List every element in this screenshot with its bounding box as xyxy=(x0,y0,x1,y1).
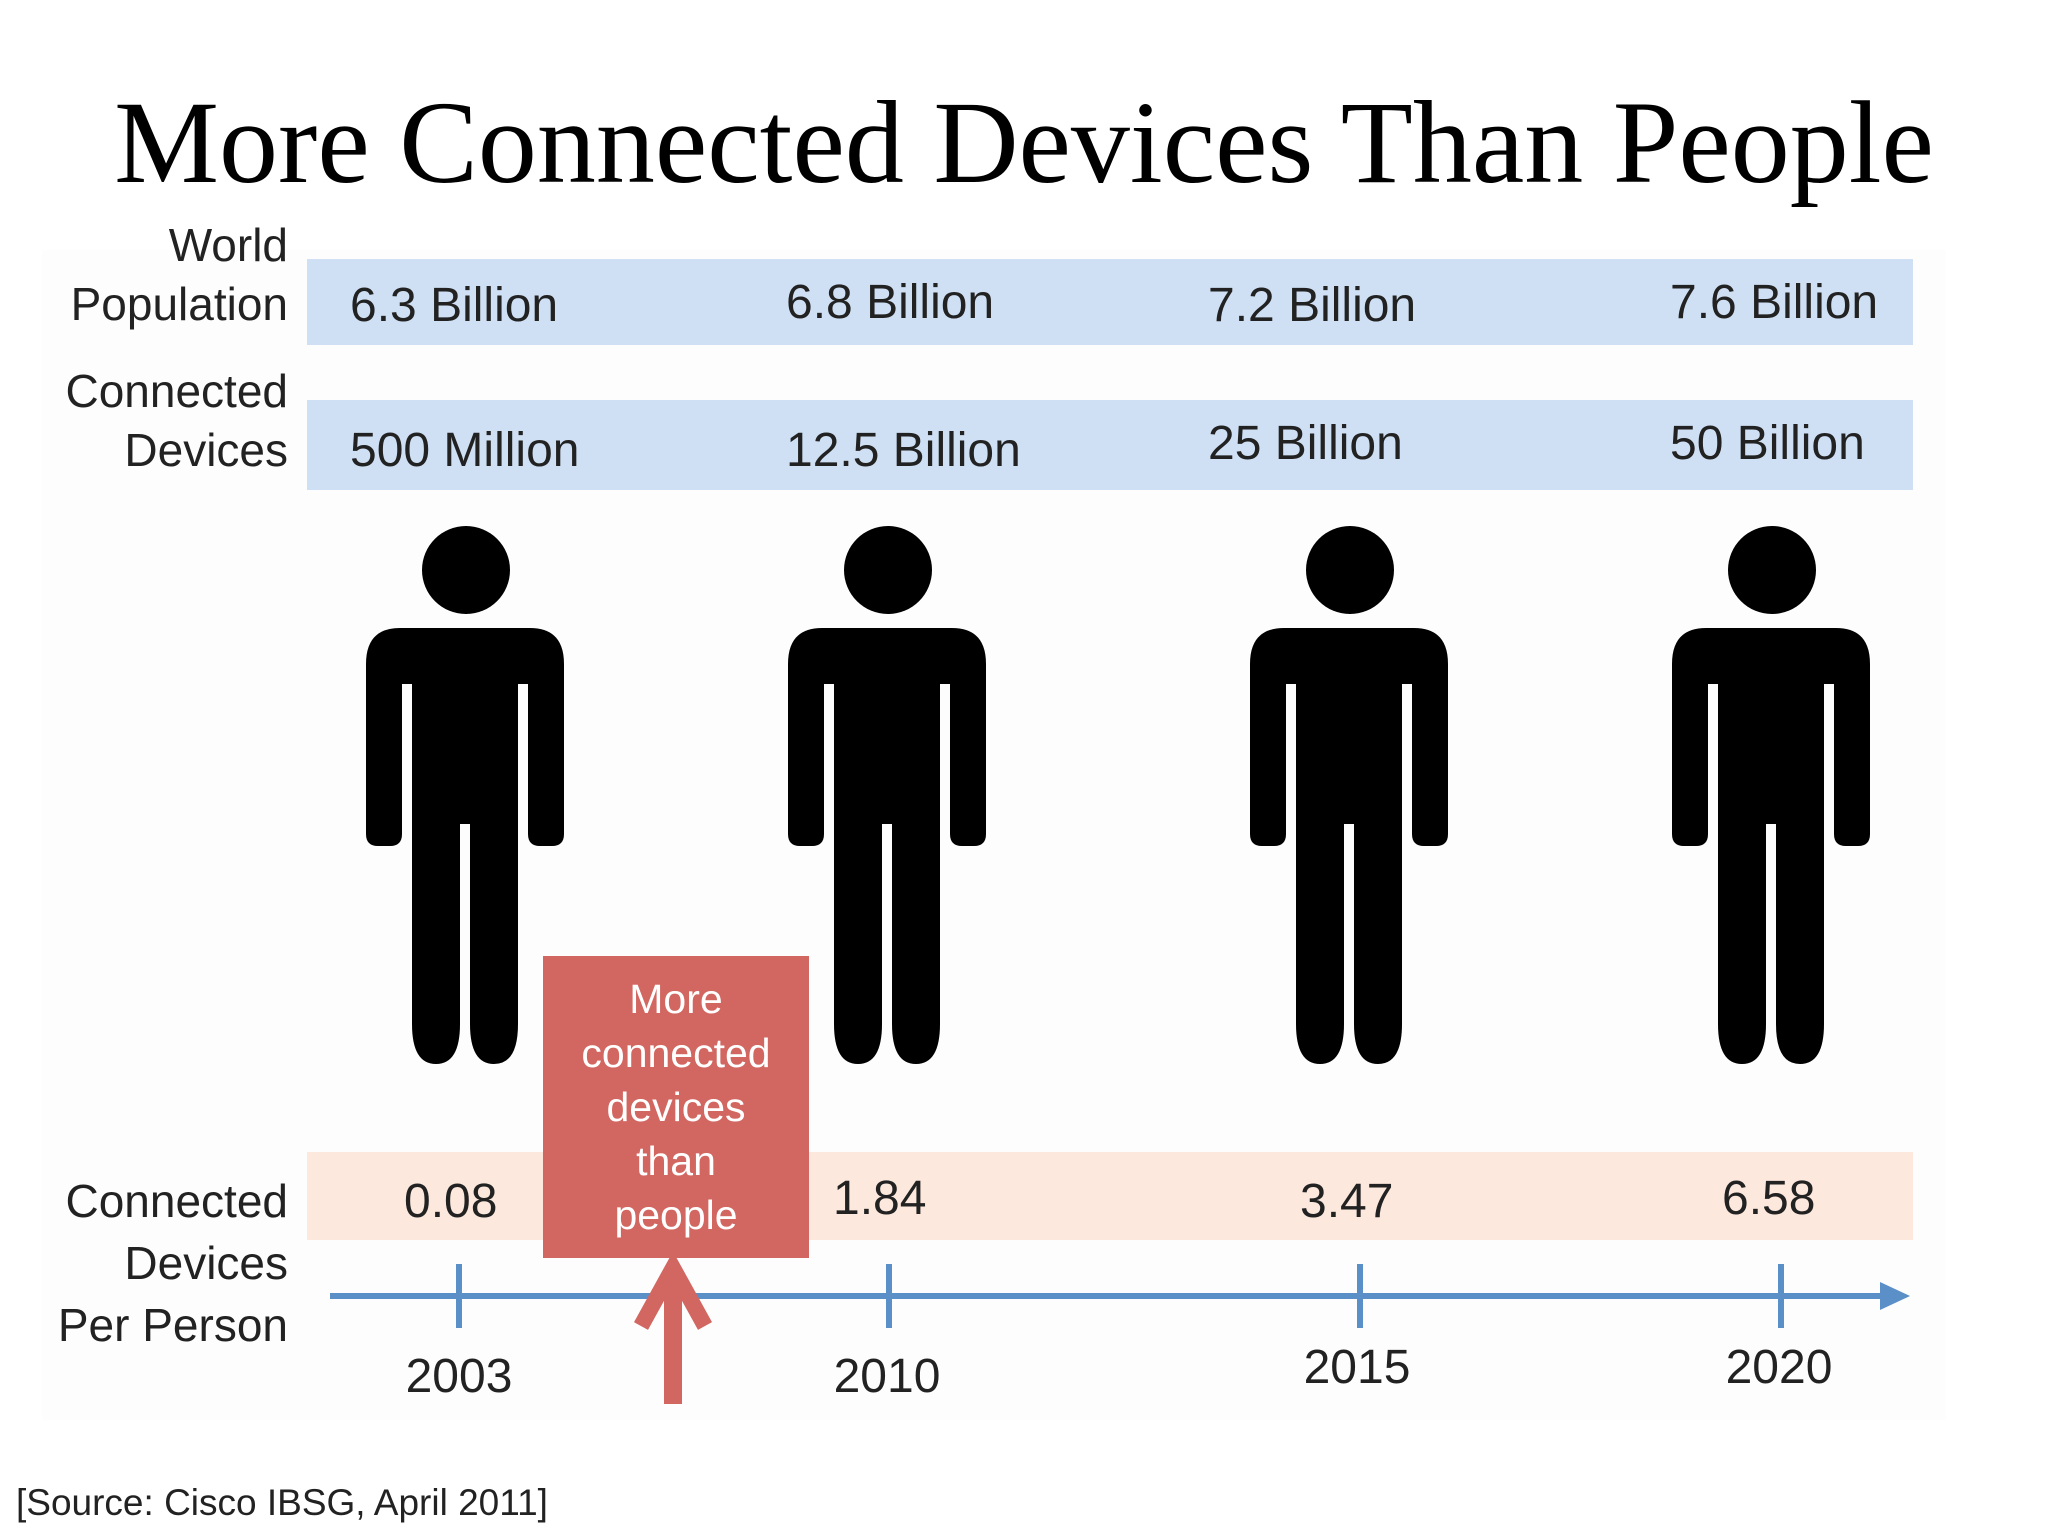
row-label-line: Connected xyxy=(65,1175,289,1227)
per-person-cell-2010: 1.84 xyxy=(833,1172,927,1225)
callout-line: people xyxy=(614,1192,738,1238)
devices-cell-2003: 500 Million xyxy=(350,424,580,477)
callout-box: More connected devices than people xyxy=(543,956,809,1258)
person-icon xyxy=(1250,526,1448,1064)
population-band xyxy=(307,259,1913,345)
callout-line: than xyxy=(636,1138,716,1184)
row-label-line: World xyxy=(168,219,288,271)
row-label-connected-devices: Connected Devices xyxy=(66,362,289,480)
source-citation: [Source: Cisco IBSG, April 2011] xyxy=(16,1482,548,1523)
row-label-devices-per-person: Connected Devices Per Person xyxy=(58,1170,288,1356)
row-label-world-population: World Population xyxy=(71,216,288,334)
year-label-2003: 2003 xyxy=(405,1350,513,1403)
arrow-right-icon xyxy=(1880,1282,1910,1310)
population-cell-2010: 6.8 Billion xyxy=(786,276,995,329)
population-cell-2015: 7.2 Billion xyxy=(1208,279,1417,332)
person-icon xyxy=(366,526,564,1064)
row-label-line: Connected xyxy=(65,365,289,417)
year-label-2020: 2020 xyxy=(1725,1341,1833,1394)
callout-line: devices xyxy=(606,1084,746,1130)
population-cell-2020: 7.6 Billion xyxy=(1670,276,1879,329)
year-label-2010: 2010 xyxy=(833,1350,941,1403)
devices-band xyxy=(307,400,1913,490)
callout-line: More xyxy=(629,976,723,1022)
per-person-cell-2015: 3.47 xyxy=(1300,1175,1394,1228)
row-label-line: Population xyxy=(70,278,288,330)
per-person-cell-2003: 0.08 xyxy=(404,1175,498,1228)
year-label-2015: 2015 xyxy=(1303,1341,1411,1394)
person-icon xyxy=(788,526,986,1064)
row-label-line: Devices xyxy=(124,424,288,476)
row-label-line: Devices xyxy=(124,1237,288,1289)
callout-line: connected xyxy=(581,1030,771,1076)
population-cell-2003: 6.3 Billion xyxy=(350,279,559,332)
person-icon xyxy=(1672,526,1870,1064)
devices-cell-2010: 12.5 Billion xyxy=(786,424,1021,477)
per-person-cell-2020: 6.58 xyxy=(1722,1172,1816,1225)
page-title: More Connected Devices Than People xyxy=(114,77,1934,208)
arrow-up-icon xyxy=(633,1251,713,1404)
devices-cell-2015: 25 Billion xyxy=(1208,417,1403,470)
row-label-line: Per Person xyxy=(57,1299,288,1351)
devices-cell-2020: 50 Billion xyxy=(1670,417,1865,470)
